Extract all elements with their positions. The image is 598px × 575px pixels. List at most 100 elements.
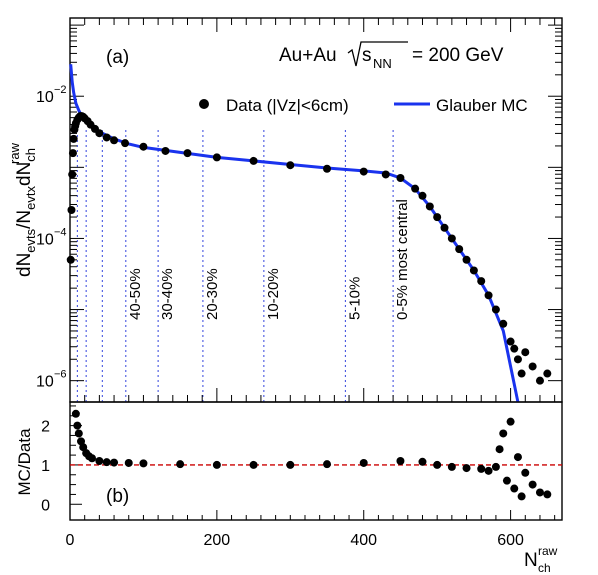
ratio-point xyxy=(491,462,500,471)
top-y-ticks: 10−210−410−6 xyxy=(36,24,562,391)
ylabel-over-n: /N xyxy=(14,210,35,229)
ratio-point xyxy=(495,445,504,454)
legend: Data (|Vz|<6cm) Glauber MC xyxy=(199,96,528,115)
ratio-point xyxy=(499,429,508,438)
top-y-axis-label: dNevts/NevtxdNchraw xyxy=(7,142,38,277)
bottom-ytick-label-1: 1 xyxy=(41,458,50,475)
top-ytick-label-0: 10 xyxy=(36,89,54,106)
ratio-point xyxy=(286,460,295,469)
data-point xyxy=(102,133,111,142)
ratio-point xyxy=(79,443,88,452)
ratio-point xyxy=(535,488,544,497)
data-point xyxy=(323,164,332,173)
data-point xyxy=(543,369,552,378)
bottom-panel-frame xyxy=(69,401,563,521)
annotation-system: Au+Au xyxy=(279,45,337,66)
ratio-point xyxy=(462,464,471,473)
xtick-label-0: 0 xyxy=(66,532,75,549)
data-point xyxy=(139,142,148,151)
ratio-point xyxy=(359,458,368,467)
ratio-point xyxy=(447,462,456,471)
cut-label-5: 20-30% xyxy=(204,268,221,320)
xtick-label-3: 600 xyxy=(497,532,524,549)
data-point xyxy=(440,223,449,232)
panel-label-b: (b) xyxy=(106,486,129,507)
data-point xyxy=(249,156,258,165)
top-ytick-label-1: 10 xyxy=(36,231,54,248)
data-point xyxy=(110,136,119,145)
data-point xyxy=(183,149,192,158)
data-point xyxy=(69,134,78,143)
top-x-ticks xyxy=(69,18,556,402)
top-ytick-exp-1: −4 xyxy=(54,226,67,238)
ylabel-ch: ch xyxy=(23,148,38,162)
bottom-ytick-label-0: 0 xyxy=(41,497,50,514)
data-point xyxy=(517,369,526,378)
data-point xyxy=(425,202,434,211)
data-point xyxy=(286,161,295,170)
legend-label-data: Data (|Vz|<6cm) xyxy=(226,96,349,115)
data-point xyxy=(455,245,464,254)
panel-label-a: (a) xyxy=(106,47,129,68)
cut-label-4: 30-40% xyxy=(159,268,176,320)
legend-label-mc: Glauber MC xyxy=(436,96,528,115)
ratio-point xyxy=(433,460,442,469)
bottom-ticks: 0 200 400 600 0 1 2 xyxy=(41,405,556,549)
x-axis-label: N ch raw xyxy=(524,544,558,575)
ratio-point xyxy=(418,457,427,466)
xlabel-ch: ch xyxy=(538,561,551,575)
ratio-series xyxy=(71,409,552,501)
sqrt-sign xyxy=(347,41,408,67)
top-panel-frame xyxy=(69,17,563,403)
ratio-point xyxy=(249,460,258,469)
cut-label-6: 10-20% xyxy=(265,268,282,320)
data-point xyxy=(521,348,530,357)
top-ytick-label-2: 10 xyxy=(36,374,54,391)
ratio-point xyxy=(71,409,80,418)
ratio-point xyxy=(212,460,221,469)
ratio-point xyxy=(502,476,511,485)
ratio-point xyxy=(510,484,519,493)
ylabel-dn2: dN xyxy=(14,162,35,186)
ratio-point xyxy=(74,429,83,438)
data-point xyxy=(477,277,486,286)
data-point xyxy=(68,149,77,158)
ylabel-evts: evts xyxy=(23,228,38,252)
cut-label-3: 40-50% xyxy=(127,268,144,320)
legend-marker-data xyxy=(199,99,209,109)
ratio-point xyxy=(484,466,493,475)
top-panel: 40-50% 30-40% 20-30% 10-20% 5-10% 0-5% most c… xyxy=(7,17,563,403)
ratio-point xyxy=(176,460,185,469)
data-point xyxy=(506,337,515,346)
data-point xyxy=(433,213,442,222)
data-point xyxy=(212,153,221,162)
data-point xyxy=(381,170,390,179)
data-point xyxy=(121,139,130,148)
ylabel-dn: dN xyxy=(14,253,35,277)
data-point xyxy=(66,255,75,264)
ratio-point xyxy=(102,458,111,467)
ratio-point xyxy=(88,454,97,463)
data-point xyxy=(447,234,456,243)
data-point xyxy=(499,319,508,328)
cut-label-8: 0-5% most central xyxy=(394,199,411,320)
ratio-point xyxy=(73,421,82,430)
ratio-point xyxy=(521,468,530,477)
xlabel-raw: raw xyxy=(538,544,558,558)
data-point xyxy=(484,291,493,300)
data-point xyxy=(161,146,170,155)
data-point xyxy=(67,206,76,214)
data-point xyxy=(95,129,104,138)
collision-annotation: Au+Au s NN = 200 GeV xyxy=(279,41,504,71)
data-point xyxy=(469,266,478,275)
data-point xyxy=(359,167,368,176)
annotation-s: s xyxy=(362,45,372,66)
data-point xyxy=(396,174,405,182)
ratio-point xyxy=(543,490,552,499)
ratio-point xyxy=(110,458,119,467)
data-point xyxy=(462,255,471,264)
ratio-point xyxy=(396,457,405,465)
ratio-point xyxy=(513,453,522,462)
ratio-point xyxy=(517,492,526,501)
